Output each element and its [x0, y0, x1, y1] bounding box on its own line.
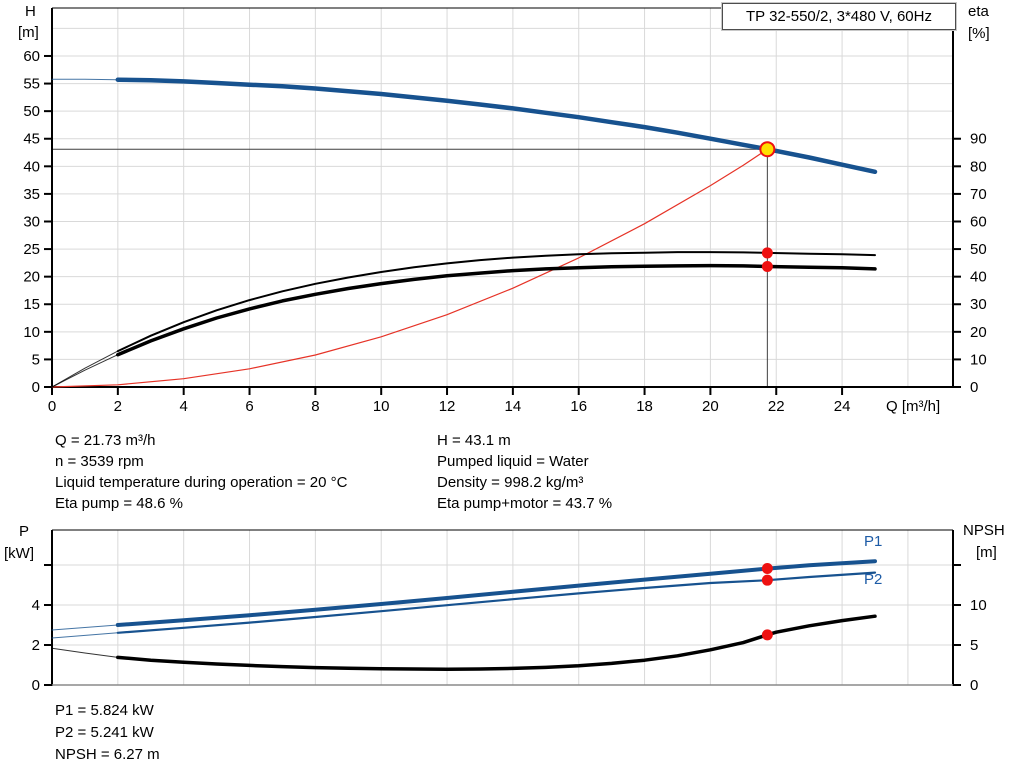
info-line-p1: P1 = 5.824 kW — [55, 702, 154, 719]
info-line-q: Q = 21.73 m³/h — [55, 432, 156, 449]
y-left-tick-label: 4 — [32, 597, 40, 614]
eta-pump-curve-thin — [51, 350, 119, 388]
npsh-axis-unit: [m] — [976, 544, 997, 561]
info-line-density: Density = 998.2 kg/m³ — [437, 474, 584, 491]
qh-curve — [115, 77, 878, 175]
x-tick-label: 20 — [702, 398, 719, 415]
p2-curve — [116, 571, 877, 634]
p2-curve-thin — [51, 632, 119, 639]
y-left-tick-label: 35 — [23, 186, 40, 203]
y-right-tick-label: 60 — [970, 213, 987, 230]
y-right-tick-label: 10 — [970, 351, 987, 368]
x-tick-label: 12 — [439, 398, 456, 415]
y-right-tick-label: 90 — [970, 131, 987, 148]
qh-chart: 0510152025303540455055600102030405060708… — [23, 7, 987, 415]
info-line-h: H = 43.1 m — [437, 432, 511, 449]
y-right-tick-label: 0 — [970, 379, 978, 396]
y-left-tick-label: 0 — [32, 379, 40, 396]
y-left-tick-label: 50 — [23, 103, 40, 120]
p2-point — [761, 574, 773, 586]
info-line-eta-pump: Eta pump = 48.6 % — [55, 495, 183, 512]
info-left: Q = 21.73 m³/h n = 3539 rpm Liquid tempe… — [55, 430, 347, 514]
y-left-tick-label: 15 — [23, 296, 40, 313]
p-axis-label: P — [19, 523, 30, 540]
h-axis-unit: [m] — [18, 24, 39, 41]
y-left-tick-label: 20 — [23, 269, 40, 286]
y-left-tick-label: 0 — [32, 677, 40, 694]
p1-curve-label: P1 — [864, 533, 883, 550]
eta-pump-motor-point — [761, 260, 773, 272]
system-curve — [51, 148, 768, 388]
eta-axis-label: eta — [968, 3, 989, 20]
pump-title-box: TP 32-550/2, 3*480 V, 60Hz — [721, 2, 957, 31]
y-left-tick-label: 40 — [23, 158, 40, 175]
x-tick-label: 24 — [834, 398, 851, 415]
y-left-tick-label: 45 — [23, 131, 40, 148]
x-tick-label: 18 — [636, 398, 653, 415]
info-line-pumped-liquid: Pumped liquid = Water — [437, 453, 589, 470]
info-line-p2: P2 = 5.241 kW — [55, 724, 154, 741]
eta-pump-point — [761, 247, 773, 259]
y-right-tick-label: 20 — [970, 324, 987, 341]
eta-pump-motor-curve — [116, 263, 877, 357]
duty-point-marker[interactable] — [759, 141, 776, 158]
y-left-tick-label: 2 — [32, 637, 40, 654]
x-tick-label: 14 — [505, 398, 522, 415]
qh-curve-thin — [51, 78, 119, 81]
y-left-tick-label: 55 — [23, 76, 40, 93]
npsh-point — [761, 629, 773, 641]
info-bottom: P1 = 5.824 kW P2 = 5.241 kW NPSH = 6.27 … — [55, 700, 160, 766]
x-tick-label: 2 — [114, 398, 122, 415]
x-tick-label: 8 — [311, 398, 319, 415]
y-right-tick-label: 10 — [970, 597, 987, 614]
x-tick-label: 10 — [373, 398, 390, 415]
x-tick-label: 16 — [570, 398, 587, 415]
x-tick-label: 4 — [180, 398, 188, 415]
info-line-speed: n = 3539 rpm — [55, 453, 144, 470]
info-right: H = 43.1 m Pumped liquid = Water Density… — [437, 430, 612, 514]
y-right-tick-label: 0 — [970, 677, 978, 694]
eta-pump-curve — [116, 251, 876, 353]
y-right-tick-label: 5 — [970, 637, 978, 654]
info-line-eta-pump-motor: Eta pump+motor = 43.7 % — [437, 495, 613, 512]
q-axis-label: Q [m³/h] — [886, 398, 941, 415]
y-right-tick-label: 40 — [970, 269, 987, 286]
y-right-tick-label: 30 — [970, 296, 987, 313]
p-axis-unit: [kW] — [4, 545, 34, 562]
power-chart: 0 2 4 0 5 10 — [32, 529, 987, 694]
y-right-tick-label: 50 — [970, 241, 987, 258]
y-right-tick-label: 70 — [970, 186, 987, 203]
p2-curve-label: P2 — [864, 571, 883, 588]
x-tick-label: 22 — [768, 398, 785, 415]
info-line-npsh: NPSH = 6.27 m — [55, 746, 160, 763]
p1-point — [761, 563, 773, 575]
p1-curve — [115, 559, 877, 627]
npsh-axis-label: NPSH — [963, 522, 1005, 539]
y-left-tick-label: 25 — [23, 241, 40, 258]
y-left-tick-label: 30 — [23, 213, 40, 230]
x-tick-label: 6 — [245, 398, 253, 415]
eta-pump-motor-curve-thin — [51, 354, 119, 388]
y-right-tick-label: 80 — [970, 158, 987, 175]
eta-axis-unit: [%] — [968, 25, 990, 42]
x-tick-label: 0 — [48, 398, 56, 415]
npsh-curve-thin — [51, 647, 119, 658]
p1-curve-thin — [51, 624, 119, 631]
y-left-tick-label: 10 — [23, 324, 40, 341]
y-left-tick-label: 5 — [32, 351, 40, 368]
info-line-liquid-temp: Liquid temperature during operation = 20… — [55, 474, 348, 491]
h-axis-label: H — [25, 3, 36, 20]
y-left-tick-label: 60 — [23, 48, 40, 65]
